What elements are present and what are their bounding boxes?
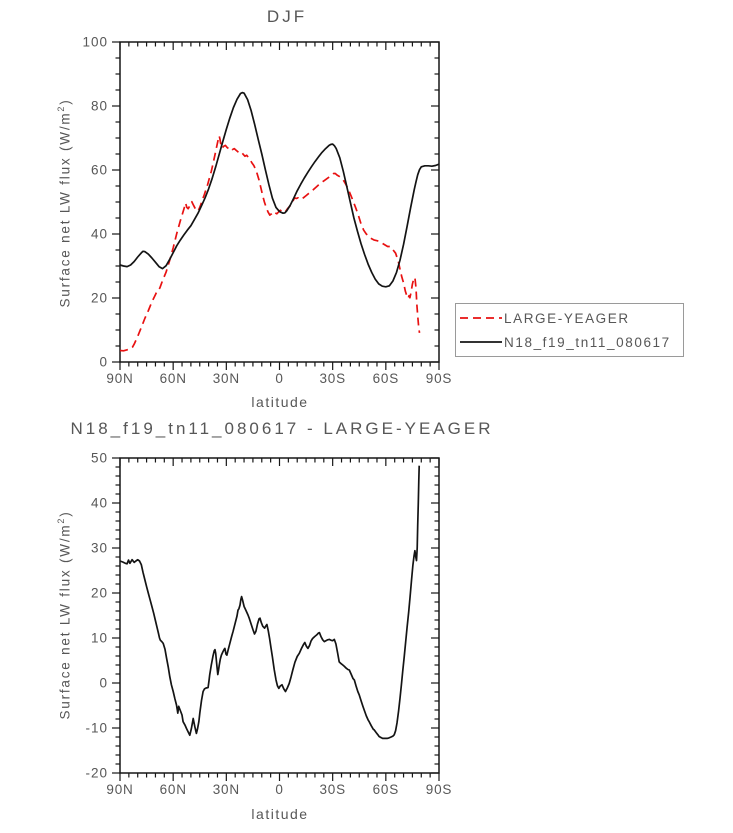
difference-curve [119, 465, 421, 740]
y-tick-label: 10 [91, 631, 108, 646]
y-tick-label: 100 [82, 35, 108, 50]
y-axis-label-superscript: 2 [55, 104, 66, 112]
legend-label: N18_f19_tn11_080617 [504, 334, 671, 350]
plot-frame [119, 457, 440, 774]
x-tick-label: 90N [106, 371, 133, 386]
y-tick-label: 30 [91, 541, 108, 556]
top-chart-plot: 90N 60N 30N 0 30S 60S 90S 0 20 40 60 80 100 [82, 35, 452, 387]
bottom-chart-x-axis-label: latitude [251, 806, 309, 822]
x-tick-label: 0 [275, 371, 283, 386]
x-tick-label: 90S [426, 782, 452, 797]
plot-frame [119, 41, 440, 363]
x-tick-label: 30S [319, 782, 345, 797]
bottom-chart-y-axis-label: Surface net LW flux (W/m2) [56, 510, 73, 719]
x-tick-label: 30N [213, 782, 240, 797]
y-axis-label-superscript: 2 [55, 516, 66, 524]
y-tick-label: -10 [85, 721, 108, 736]
bottom-chart-plot: 90N 60N 30N 0 30S 60S 90S -20 -10 0 10 20 30 40 50 [85, 451, 452, 798]
n18-f19-tn11-080617-curve [119, 91, 440, 288]
x-tick-label: 60S [373, 782, 399, 797]
legend-label: LARGE-YEAGER [504, 310, 630, 326]
y-axis-label-close: ) [57, 510, 73, 517]
large-yeager-curve [119, 134, 421, 352]
x-tick-label: 90N [106, 782, 133, 797]
y-tick-label: -20 [85, 766, 108, 781]
y-tick-label: 50 [91, 451, 108, 466]
y-axis-label-text: Surface net LW flux (W/m [57, 523, 73, 720]
y-tick-label: 40 [91, 227, 108, 242]
x-tick-label: 30S [319, 371, 345, 386]
y-tick-label: 40 [91, 496, 108, 511]
legend-dashed-line-swatch [460, 317, 502, 319]
top-chart-y-axis-label: Surface net LW flux (W/m2) [56, 98, 73, 307]
x-tick-label: 60N [160, 782, 187, 797]
x-tick-label: 30N [213, 371, 240, 386]
top-chart-title: DJF [266, 7, 308, 26]
legend-entry-model: N18_f19_tn11_080617 [459, 332, 683, 353]
y-tick-label: 0 [99, 355, 108, 370]
y-tick-label: 0 [99, 676, 108, 691]
legend-solid-line-swatch [460, 341, 502, 343]
x-tick-label: 0 [275, 782, 283, 797]
x-tick-label: 90S [426, 371, 452, 386]
y-tick-label: 20 [91, 291, 108, 306]
top-chart-x-axis-label: latitude [251, 394, 309, 410]
y-tick-label: 60 [91, 163, 108, 178]
y-tick-label: 20 [91, 586, 108, 601]
x-tick-label: 60N [160, 371, 187, 386]
legend-entry-large-yeager: LARGE-YEAGER [459, 308, 683, 329]
legend: LARGE-YEAGER N18_f19_tn11_080617 [455, 303, 684, 357]
y-tick-label: 80 [91, 99, 108, 114]
bottom-chart-title: N18_f19_tn11_080617 - LARGE-YEAGER [70, 419, 494, 438]
y-axis-label-text: Surface net LW flux (W/m [57, 111, 73, 308]
y-axis-label-close: ) [57, 98, 73, 105]
x-tick-label: 60S [373, 371, 399, 386]
